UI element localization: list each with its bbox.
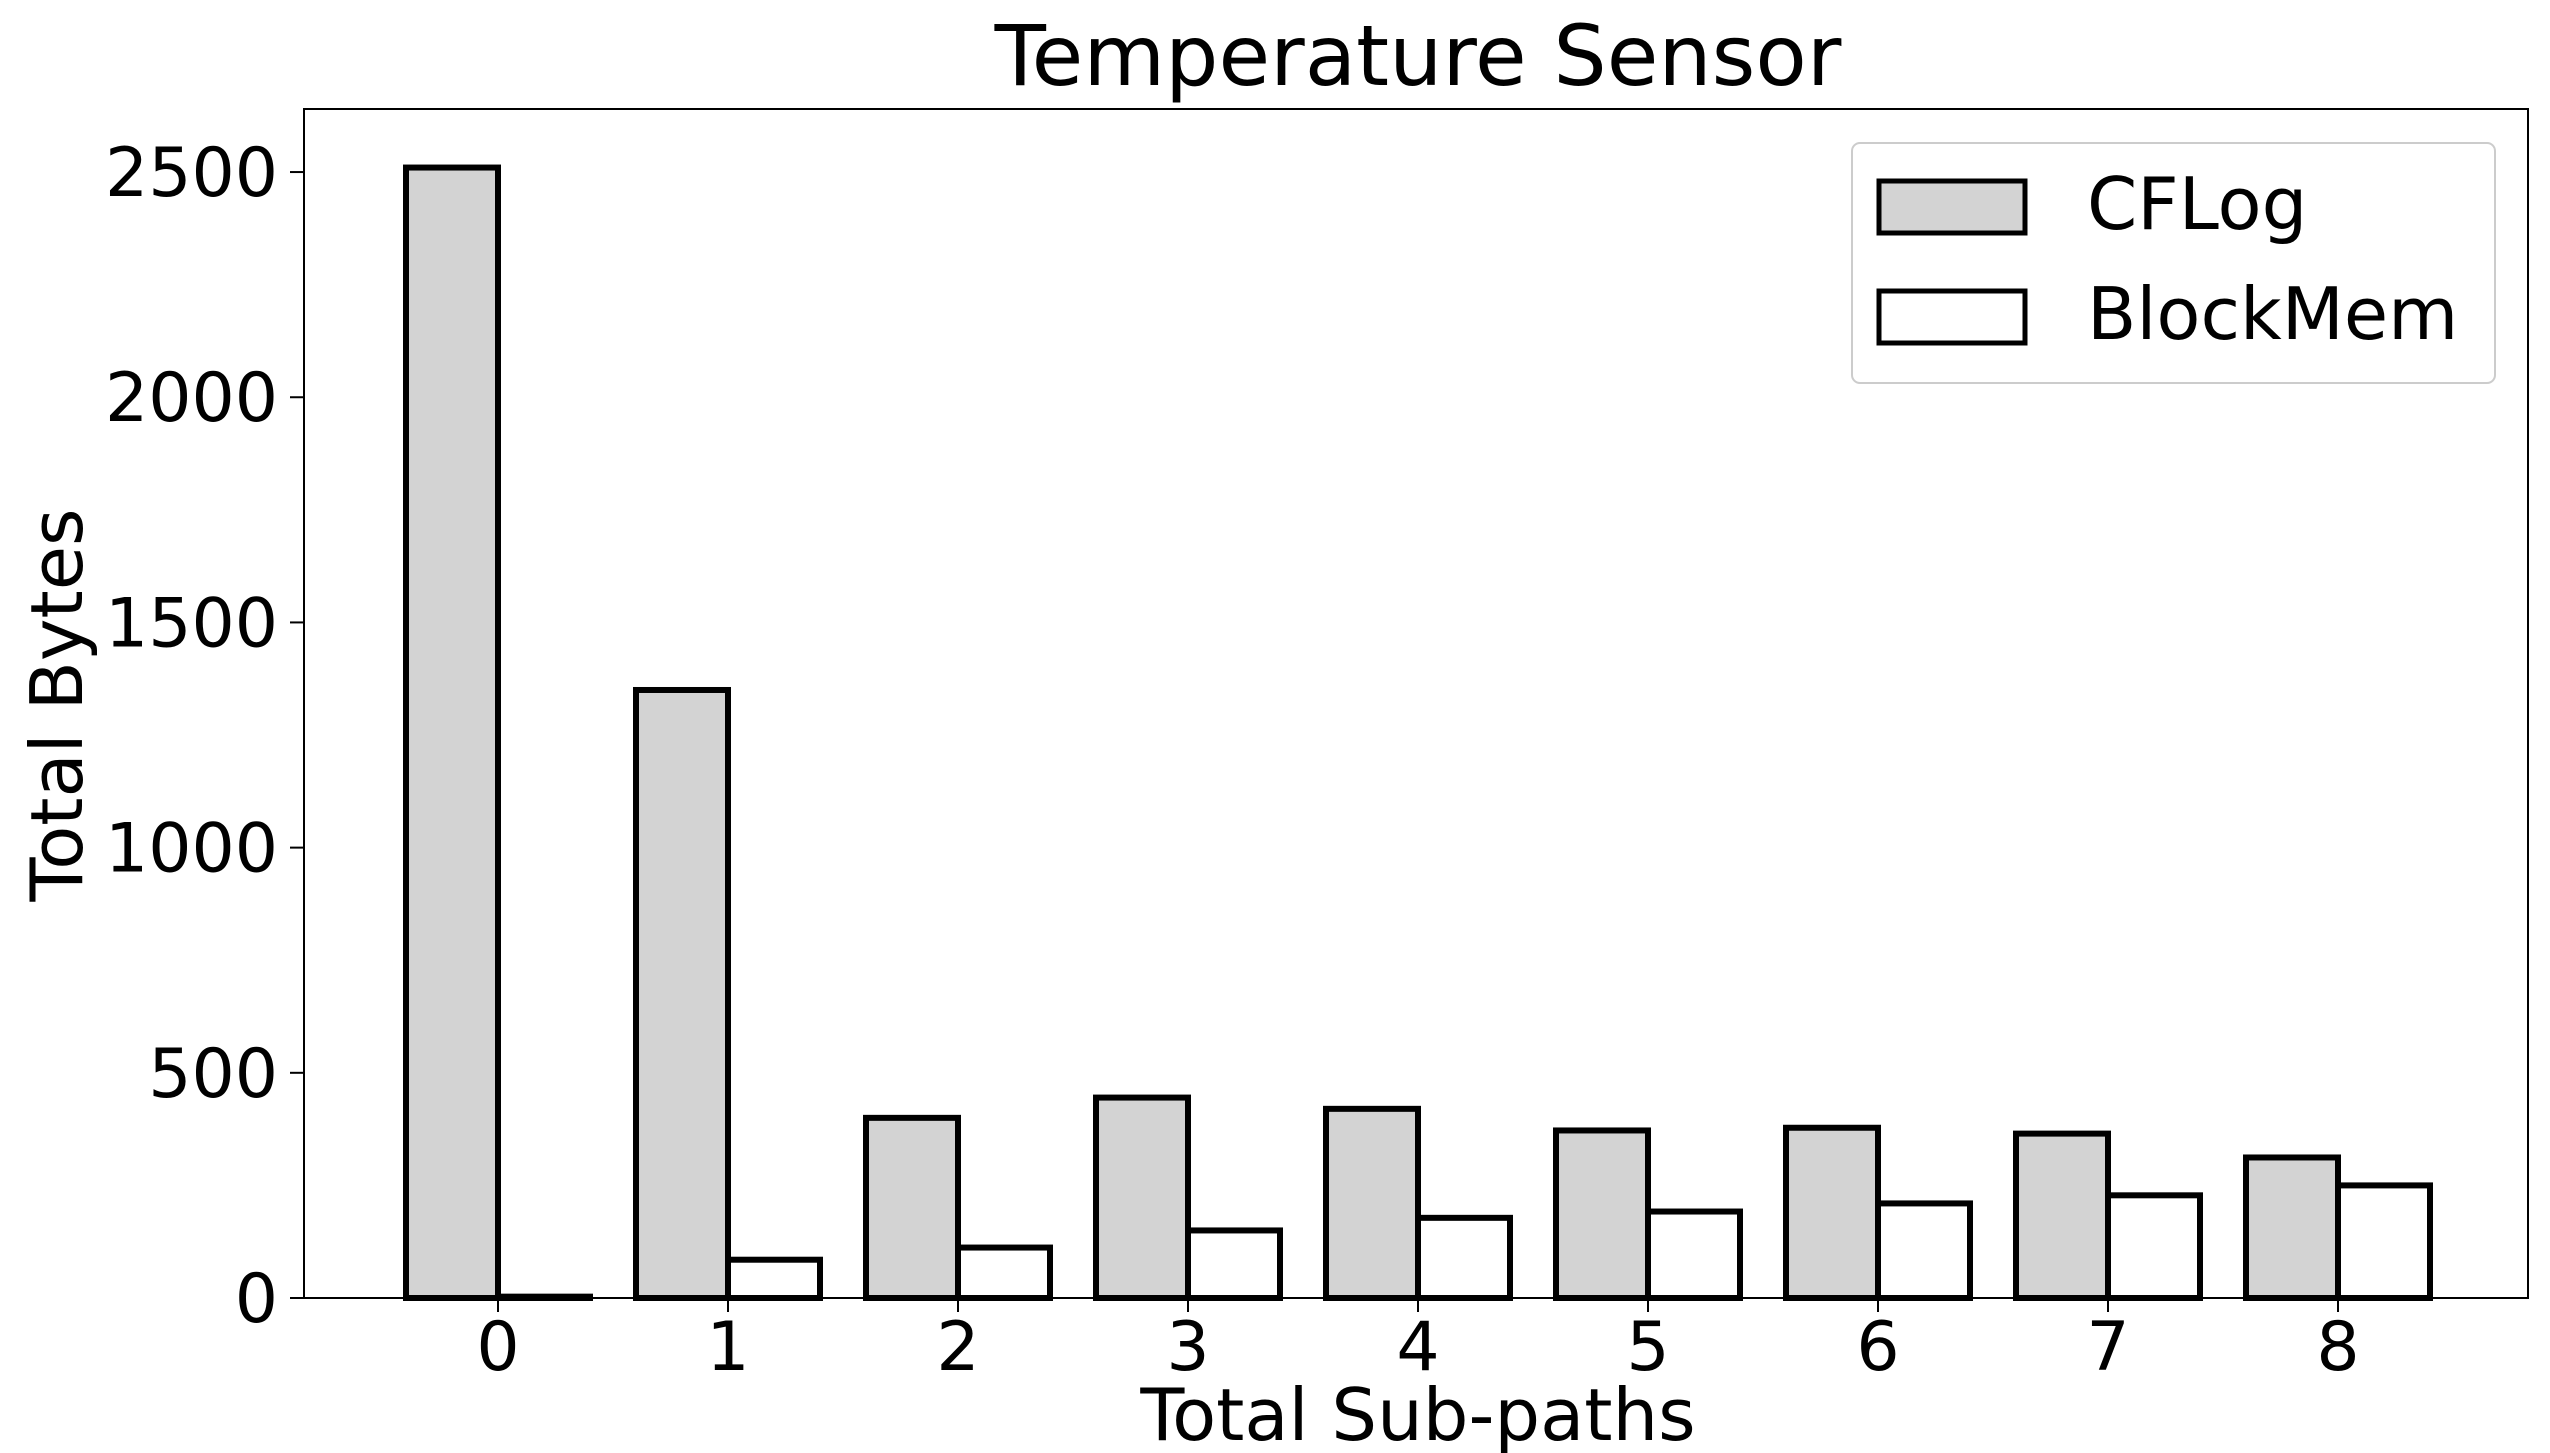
- x-tick-label: 2: [936, 1308, 979, 1387]
- x-tick-label: 0: [476, 1308, 519, 1387]
- bar-cflog-7: [2013, 1130, 2111, 1301]
- y-tick-label: 1000: [105, 810, 278, 889]
- y-tick-label: 0: [235, 1260, 278, 1339]
- y-axis-title: Total Bytes: [15, 508, 99, 902]
- bar-blockmem-1: [725, 1256, 823, 1301]
- legend-swatch-blockmem: [1876, 288, 2028, 346]
- bar-blockmem-5: [1645, 1208, 1743, 1301]
- bar-blockmem-2: [955, 1244, 1053, 1302]
- legend-label-blockmem: BlockMem: [2087, 272, 2458, 356]
- bar-blockmem-7: [2105, 1192, 2203, 1301]
- y-tick-label: 500: [148, 1035, 278, 1114]
- plot-area: 0 500 1000 1500 2000 2500 0 1 2 3 4 5 6 7 8: [105, 108, 2529, 1387]
- x-tick-label: 8: [2316, 1308, 2359, 1387]
- bar-cflog-4: [1323, 1105, 1421, 1302]
- y-tick-label: 2500: [105, 134, 278, 213]
- bar-cflog-5: [1553, 1127, 1651, 1302]
- bar-blockmem-0: [495, 1293, 593, 1301]
- bar-cflog-1: [633, 686, 731, 1301]
- y-tick-label: 2000: [105, 359, 278, 438]
- legend-swatch-cflog: [1876, 178, 2028, 236]
- legend-label-cflog: CFLog: [2087, 162, 2307, 246]
- x-tick-label: 3: [1166, 1308, 1209, 1387]
- y-tick-label: 1500: [105, 584, 278, 663]
- bar-blockmem-6: [1875, 1200, 1973, 1301]
- bar-cflog-3: [1093, 1094, 1191, 1301]
- bar-cflog-0: [403, 164, 501, 1302]
- x-tick-label: 4: [1396, 1308, 1439, 1387]
- bar-blockmem-3: [1185, 1227, 1283, 1302]
- bar-cflog-8: [2243, 1154, 2341, 1301]
- x-axis-title: Total Sub-paths: [1139, 1373, 1695, 1453]
- bar-cflog-2: [863, 1114, 961, 1302]
- legend: CFLog BlockMem: [1851, 142, 2496, 384]
- x-tick-label: 7: [2086, 1308, 2129, 1387]
- bar-cflog-6: [1783, 1124, 1881, 1302]
- bar-blockmem-4: [1415, 1214, 1513, 1301]
- x-tick-label: 1: [706, 1308, 749, 1387]
- x-tick-label: 5: [1626, 1308, 1669, 1387]
- x-tick-label: 6: [1856, 1308, 1899, 1387]
- bar-blockmem-8: [2335, 1182, 2433, 1301]
- chart-title: Temperature Sensor: [994, 7, 1842, 105]
